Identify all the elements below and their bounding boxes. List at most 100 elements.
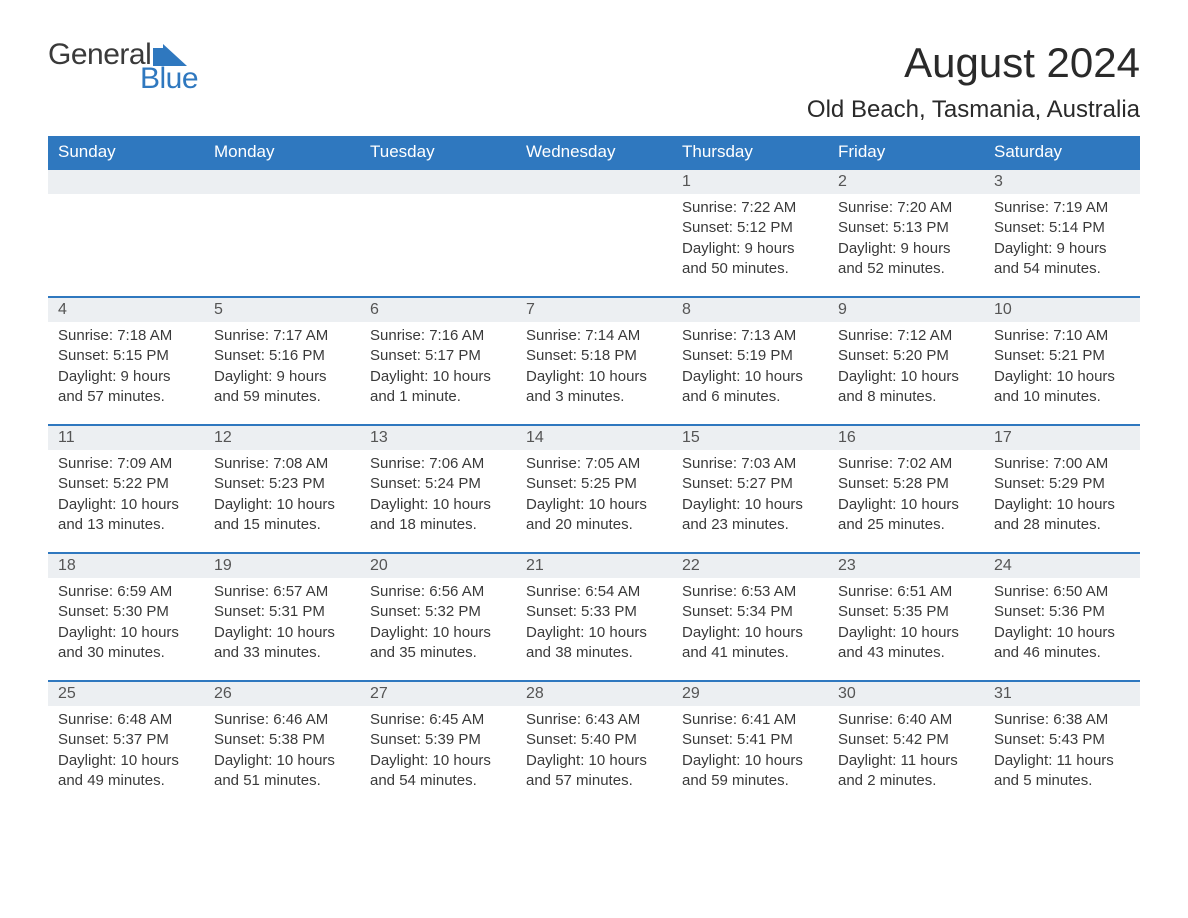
day-number: 3 (984, 170, 1140, 194)
daylight-text: Daylight: 9 hours and 54 minutes. (994, 239, 1130, 280)
sunrise-text: Sunrise: 7:09 AM (58, 454, 194, 474)
sunset-text: Sunset: 5:21 PM (994, 346, 1130, 366)
daylight-text: Daylight: 10 hours and 49 minutes. (58, 751, 194, 792)
calendar-day: 15Sunrise: 7:03 AMSunset: 5:27 PMDayligh… (672, 425, 828, 553)
day-details: Sunrise: 6:45 AMSunset: 5:39 PMDaylight:… (360, 706, 516, 801)
calendar-day: 23Sunrise: 6:51 AMSunset: 5:35 PMDayligh… (828, 553, 984, 681)
calendar-day: 7Sunrise: 7:14 AMSunset: 5:18 PMDaylight… (516, 297, 672, 425)
sunrise-text: Sunrise: 6:43 AM (526, 710, 662, 730)
calendar-day: 14Sunrise: 7:05 AMSunset: 5:25 PMDayligh… (516, 425, 672, 553)
weekday-header: Tuesday (360, 136, 516, 169)
daylight-text: Daylight: 10 hours and 6 minutes. (682, 367, 818, 408)
day-number: 21 (516, 554, 672, 578)
calendar-week: 4Sunrise: 7:18 AMSunset: 5:15 PMDaylight… (48, 297, 1140, 425)
day-details: Sunrise: 7:08 AMSunset: 5:23 PMDaylight:… (204, 450, 360, 545)
calendar-table: SundayMondayTuesdayWednesdayThursdayFrid… (48, 136, 1140, 809)
day-details: Sunrise: 6:59 AMSunset: 5:30 PMDaylight:… (48, 578, 204, 673)
calendar-day: 27Sunrise: 6:45 AMSunset: 5:39 PMDayligh… (360, 681, 516, 809)
sunrise-text: Sunrise: 7:16 AM (370, 326, 506, 346)
day-details: Sunrise: 6:38 AMSunset: 5:43 PMDaylight:… (984, 706, 1140, 801)
sunrise-text: Sunrise: 6:50 AM (994, 582, 1130, 602)
weekday-header: Friday (828, 136, 984, 169)
day-number: 27 (360, 682, 516, 706)
weekday-header: Sunday (48, 136, 204, 169)
daylight-text: Daylight: 10 hours and 15 minutes. (214, 495, 350, 536)
daylight-text: Daylight: 10 hours and 33 minutes. (214, 623, 350, 664)
calendar-day: 20Sunrise: 6:56 AMSunset: 5:32 PMDayligh… (360, 553, 516, 681)
day-number: 2 (828, 170, 984, 194)
daylight-text: Daylight: 10 hours and 41 minutes. (682, 623, 818, 664)
daylight-text: Daylight: 10 hours and 28 minutes. (994, 495, 1130, 536)
calendar-day: 1Sunrise: 7:22 AMSunset: 5:12 PMDaylight… (672, 169, 828, 297)
sunset-text: Sunset: 5:27 PM (682, 474, 818, 494)
daylight-text: Daylight: 10 hours and 59 minutes. (682, 751, 818, 792)
sunrise-text: Sunrise: 6:40 AM (838, 710, 974, 730)
calendar-day: 18Sunrise: 6:59 AMSunset: 5:30 PMDayligh… (48, 553, 204, 681)
daylight-text: Daylight: 10 hours and 1 minute. (370, 367, 506, 408)
sunrise-text: Sunrise: 7:00 AM (994, 454, 1130, 474)
day-details: Sunrise: 6:51 AMSunset: 5:35 PMDaylight:… (828, 578, 984, 673)
sunset-text: Sunset: 5:19 PM (682, 346, 818, 366)
day-details: Sunrise: 7:10 AMSunset: 5:21 PMDaylight:… (984, 322, 1140, 417)
day-number: 5 (204, 298, 360, 322)
day-details: Sunrise: 7:09 AMSunset: 5:22 PMDaylight:… (48, 450, 204, 545)
sunrise-text: Sunrise: 6:38 AM (994, 710, 1130, 730)
calendar-week: 1Sunrise: 7:22 AMSunset: 5:12 PMDaylight… (48, 169, 1140, 297)
sunrise-text: Sunrise: 6:56 AM (370, 582, 506, 602)
calendar-day: 28Sunrise: 6:43 AMSunset: 5:40 PMDayligh… (516, 681, 672, 809)
day-number: 16 (828, 426, 984, 450)
calendar-day-empty (516, 169, 672, 297)
daylight-text: Daylight: 10 hours and 13 minutes. (58, 495, 194, 536)
calendar-day: 9Sunrise: 7:12 AMSunset: 5:20 PMDaylight… (828, 297, 984, 425)
sunrise-text: Sunrise: 6:46 AM (214, 710, 350, 730)
daylight-text: Daylight: 11 hours and 2 minutes. (838, 751, 974, 792)
logo-word1: General (48, 40, 151, 70)
sunset-text: Sunset: 5:43 PM (994, 730, 1130, 750)
day-details: Sunrise: 6:40 AMSunset: 5:42 PMDaylight:… (828, 706, 984, 801)
sunset-text: Sunset: 5:33 PM (526, 602, 662, 622)
sunrise-text: Sunrise: 6:45 AM (370, 710, 506, 730)
day-number: 9 (828, 298, 984, 322)
calendar-day: 31Sunrise: 6:38 AMSunset: 5:43 PMDayligh… (984, 681, 1140, 809)
day-number: 25 (48, 682, 204, 706)
day-number-empty (360, 170, 516, 194)
location: Old Beach, Tasmania, Australia (807, 96, 1140, 124)
day-details: Sunrise: 7:12 AMSunset: 5:20 PMDaylight:… (828, 322, 984, 417)
weekday-header: Thursday (672, 136, 828, 169)
day-number: 24 (984, 554, 1140, 578)
day-details: Sunrise: 6:50 AMSunset: 5:36 PMDaylight:… (984, 578, 1140, 673)
day-details: Sunrise: 7:20 AMSunset: 5:13 PMDaylight:… (828, 194, 984, 289)
sunset-text: Sunset: 5:18 PM (526, 346, 662, 366)
sunrise-text: Sunrise: 7:17 AM (214, 326, 350, 346)
day-details: Sunrise: 7:14 AMSunset: 5:18 PMDaylight:… (516, 322, 672, 417)
day-number: 20 (360, 554, 516, 578)
sunset-text: Sunset: 5:28 PM (838, 474, 974, 494)
day-details: Sunrise: 7:05 AMSunset: 5:25 PMDaylight:… (516, 450, 672, 545)
day-number: 7 (516, 298, 672, 322)
sunset-text: Sunset: 5:36 PM (994, 602, 1130, 622)
sunrise-text: Sunrise: 7:12 AM (838, 326, 974, 346)
calendar-day: 4Sunrise: 7:18 AMSunset: 5:15 PMDaylight… (48, 297, 204, 425)
calendar-day-empty (204, 169, 360, 297)
day-number: 12 (204, 426, 360, 450)
day-number-empty (48, 170, 204, 194)
sunrise-text: Sunrise: 6:57 AM (214, 582, 350, 602)
weekday-header: Monday (204, 136, 360, 169)
calendar-day: 11Sunrise: 7:09 AMSunset: 5:22 PMDayligh… (48, 425, 204, 553)
calendar-day: 16Sunrise: 7:02 AMSunset: 5:28 PMDayligh… (828, 425, 984, 553)
sunset-text: Sunset: 5:16 PM (214, 346, 350, 366)
daylight-text: Daylight: 10 hours and 18 minutes. (370, 495, 506, 536)
sunrise-text: Sunrise: 6:51 AM (838, 582, 974, 602)
calendar-day: 24Sunrise: 6:50 AMSunset: 5:36 PMDayligh… (984, 553, 1140, 681)
calendar-day: 5Sunrise: 7:17 AMSunset: 5:16 PMDaylight… (204, 297, 360, 425)
sunset-text: Sunset: 5:35 PM (838, 602, 974, 622)
logo: General Blue (48, 40, 198, 94)
sunrise-text: Sunrise: 7:05 AM (526, 454, 662, 474)
day-details: Sunrise: 7:02 AMSunset: 5:28 PMDaylight:… (828, 450, 984, 545)
sunset-text: Sunset: 5:31 PM (214, 602, 350, 622)
day-details: Sunrise: 6:43 AMSunset: 5:40 PMDaylight:… (516, 706, 672, 801)
title-block: August 2024 Old Beach, Tasmania, Austral… (807, 40, 1140, 124)
calendar-day: 13Sunrise: 7:06 AMSunset: 5:24 PMDayligh… (360, 425, 516, 553)
sunrise-text: Sunrise: 7:18 AM (58, 326, 194, 346)
calendar-day: 2Sunrise: 7:20 AMSunset: 5:13 PMDaylight… (828, 169, 984, 297)
